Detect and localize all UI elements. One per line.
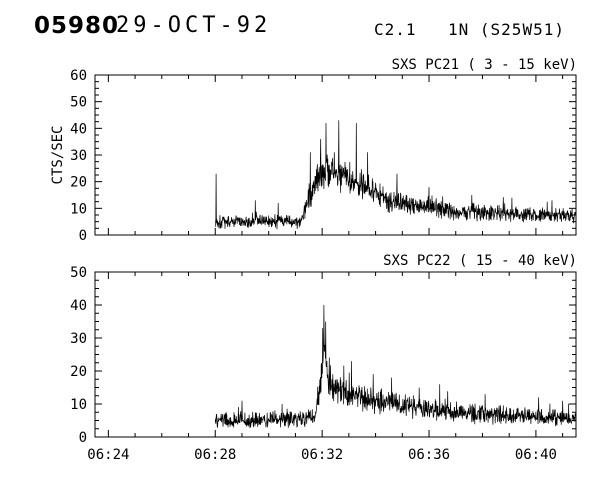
optical-importance: 1N — [448, 20, 470, 39]
svg-text:20: 20 — [70, 175, 87, 191]
svg-text:30: 30 — [70, 331, 87, 347]
svg-text:06:28: 06:28 — [194, 447, 236, 463]
event-date: 29-OCT-92 — [116, 13, 272, 38]
svg-text:40: 40 — [70, 121, 87, 137]
svg-text:30: 30 — [70, 148, 87, 164]
svg-text:60: 60 — [70, 68, 87, 84]
svg-text:10: 10 — [70, 397, 87, 413]
svg-text:10: 10 — [70, 201, 87, 217]
flare-location: (S25W51) — [479, 20, 565, 39]
xray-class: C2.1 — [374, 20, 417, 39]
svg-text:0: 0 — [79, 228, 87, 244]
svg-text:06:24: 06:24 — [87, 447, 129, 463]
importance-location: 1N (S25W51) — [448, 20, 565, 39]
svg-text:06:36: 06:36 — [408, 447, 450, 463]
svg-text:40: 40 — [70, 298, 87, 314]
lightcurve-chart-pc22: 0 10 20 30 40 50 06:24 06:28 06:32 06:36 06:40 SXS … — [70, 253, 577, 463]
svg-text:06:32: 06:32 — [301, 447, 343, 463]
svg-text:SXS PC22 ( 15 - 40 keV): SXS PC22 ( 15 - 40 keV) — [383, 253, 577, 269]
svg-text:0: 0 — [79, 430, 87, 446]
svg-text:06:40: 06:40 — [515, 447, 557, 463]
svg-text:50: 50 — [70, 265, 87, 281]
svg-text:50: 50 — [70, 95, 87, 111]
svg-text:20: 20 — [70, 364, 87, 380]
svg-text:SXS PC21 ( 3 - 15 keV): SXS PC21 ( 3 - 15 keV) — [392, 58, 577, 73]
svg-text:CTS/SEC: CTS/SEC — [50, 125, 66, 184]
event-number: 05980 — [34, 13, 120, 39]
lightcurve-chart-pc21: 0 10 20 30 40 50 60 SXS PC21 ( 3 - 15 keV) CTS/S… — [50, 58, 577, 244]
importance-location-gap — [469, 20, 480, 39]
